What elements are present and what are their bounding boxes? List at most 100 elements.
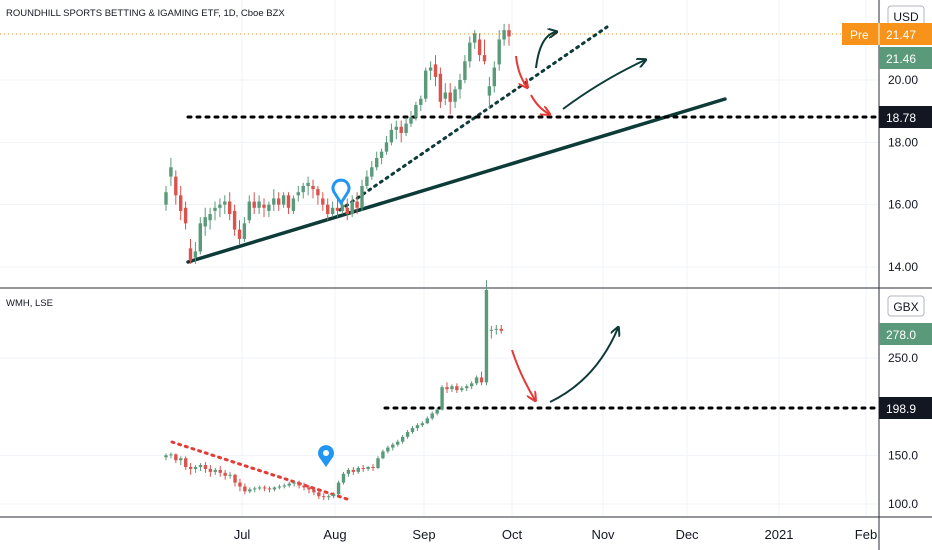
candle-body[interactable] xyxy=(257,487,262,489)
candle-body[interactable] xyxy=(455,386,459,391)
candle-body[interactable] xyxy=(272,198,276,205)
candle-body[interactable] xyxy=(198,223,202,252)
candle-body[interactable] xyxy=(277,486,282,488)
candle-body[interactable] xyxy=(193,251,198,258)
candle-body[interactable] xyxy=(482,55,487,62)
candle-body[interactable] xyxy=(414,104,418,118)
candle-body[interactable] xyxy=(242,223,247,239)
candle-body[interactable] xyxy=(404,123,408,133)
candle-body[interactable] xyxy=(296,192,300,196)
candle-body[interactable] xyxy=(183,207,188,224)
up-arrow-1[interactable] xyxy=(535,32,556,69)
candle-body[interactable] xyxy=(213,207,217,211)
candle-body[interactable] xyxy=(228,474,232,476)
candle-body[interactable] xyxy=(370,167,374,177)
down-arrow-2[interactable] xyxy=(530,94,549,114)
candle-body[interactable] xyxy=(252,201,256,208)
candle-body[interactable] xyxy=(433,64,438,77)
candle-body[interactable] xyxy=(208,214,212,221)
candle-body[interactable] xyxy=(238,482,242,487)
candle-body[interactable] xyxy=(450,386,454,390)
candle-body[interactable] xyxy=(326,496,331,498)
candle-body[interactable] xyxy=(174,176,178,196)
candle-body[interactable] xyxy=(257,201,261,208)
candle-body[interactable] xyxy=(262,487,267,489)
candle-body[interactable] xyxy=(381,451,385,459)
map-pin-marker-2[interactable] xyxy=(317,445,334,467)
candle-body[interactable] xyxy=(267,204,271,211)
candle-body[interactable] xyxy=(499,328,503,331)
candle-body[interactable] xyxy=(346,469,351,474)
candle-body[interactable] xyxy=(232,210,237,230)
candle-body[interactable] xyxy=(188,248,193,261)
candle-body[interactable] xyxy=(287,483,291,486)
candle-body[interactable] xyxy=(184,458,188,468)
candle-body[interactable] xyxy=(233,474,237,483)
candle-body[interactable] xyxy=(237,229,242,239)
candle-body[interactable] xyxy=(399,126,403,133)
candle-body[interactable] xyxy=(379,151,384,158)
support-trendline[interactable] xyxy=(186,97,727,264)
candle-body[interactable] xyxy=(248,489,252,492)
candle-body[interactable] xyxy=(430,413,434,419)
candle-body[interactable] xyxy=(218,204,222,208)
candle-body[interactable] xyxy=(479,377,484,383)
candle-body[interactable] xyxy=(409,117,413,124)
candle-body[interactable] xyxy=(365,176,369,186)
candle-body[interactable] xyxy=(424,70,428,99)
candle-body[interactable] xyxy=(292,482,296,484)
candle-body[interactable] xyxy=(405,431,410,437)
candle-body[interactable] xyxy=(203,465,208,469)
candle-body[interactable] xyxy=(375,157,379,168)
candle-body[interactable] xyxy=(453,89,457,102)
candle-body[interactable] xyxy=(247,201,251,221)
candle-body[interactable] xyxy=(497,39,501,65)
candle-body[interactable] xyxy=(394,126,398,130)
candle-body[interactable] xyxy=(428,67,433,71)
candle-body[interactable] xyxy=(335,207,340,211)
candle-body[interactable] xyxy=(302,485,306,488)
candle-body[interactable] xyxy=(477,39,482,56)
candle-body[interactable] xyxy=(473,33,477,43)
candle-body[interactable] xyxy=(440,387,444,410)
candle-body[interactable] xyxy=(218,469,222,473)
candle-body[interactable] xyxy=(425,418,429,424)
candle-body[interactable] xyxy=(267,488,272,490)
candle-body[interactable] xyxy=(316,189,320,196)
candle-body[interactable] xyxy=(306,182,310,186)
red-dotted-downtrend[interactable] xyxy=(170,440,352,502)
dotted-trendline[interactable] xyxy=(338,25,609,212)
down-arrow-1[interactable] xyxy=(515,55,527,87)
candle-body[interactable] xyxy=(492,67,496,87)
currency-badge-usd[interactable]: USD xyxy=(887,5,925,27)
candle-body[interactable] xyxy=(484,289,489,383)
time-axis[interactable]: Jul Aug Sep Oct Nov Dec 2021 Feb xyxy=(234,527,878,542)
candle-body[interactable] xyxy=(203,217,207,227)
candle-body[interactable] xyxy=(341,473,346,483)
candle-body[interactable] xyxy=(174,454,178,461)
candle-body[interactable] xyxy=(351,469,356,472)
candle-body[interactable] xyxy=(277,198,281,205)
candle-body[interactable] xyxy=(419,98,423,105)
candle-body[interactable] xyxy=(443,92,447,99)
candle-body[interactable] xyxy=(350,201,354,215)
candle-body[interactable] xyxy=(445,387,449,390)
candle-body[interactable] xyxy=(355,201,359,208)
candle-body[interactable] xyxy=(448,92,452,102)
candle-body[interactable] xyxy=(389,129,394,143)
candle-body[interactable] xyxy=(415,425,420,429)
candle-body[interactable] xyxy=(360,185,364,208)
candle-body[interactable] xyxy=(164,192,168,205)
candle-body[interactable] xyxy=(463,61,467,80)
candle-body[interactable] xyxy=(291,198,296,211)
candle-body[interactable] xyxy=(223,201,227,205)
candle-body[interactable] xyxy=(330,207,335,215)
up-arrow-3[interactable] xyxy=(549,328,618,403)
candle-body[interactable] xyxy=(331,494,336,497)
candle-body[interactable] xyxy=(345,207,349,215)
candle-body[interactable] xyxy=(376,458,380,468)
candle-body[interactable] xyxy=(223,472,227,476)
candle-body[interactable] xyxy=(179,458,183,461)
candle-body[interactable] xyxy=(356,467,360,472)
candle-body[interactable] xyxy=(282,485,287,487)
